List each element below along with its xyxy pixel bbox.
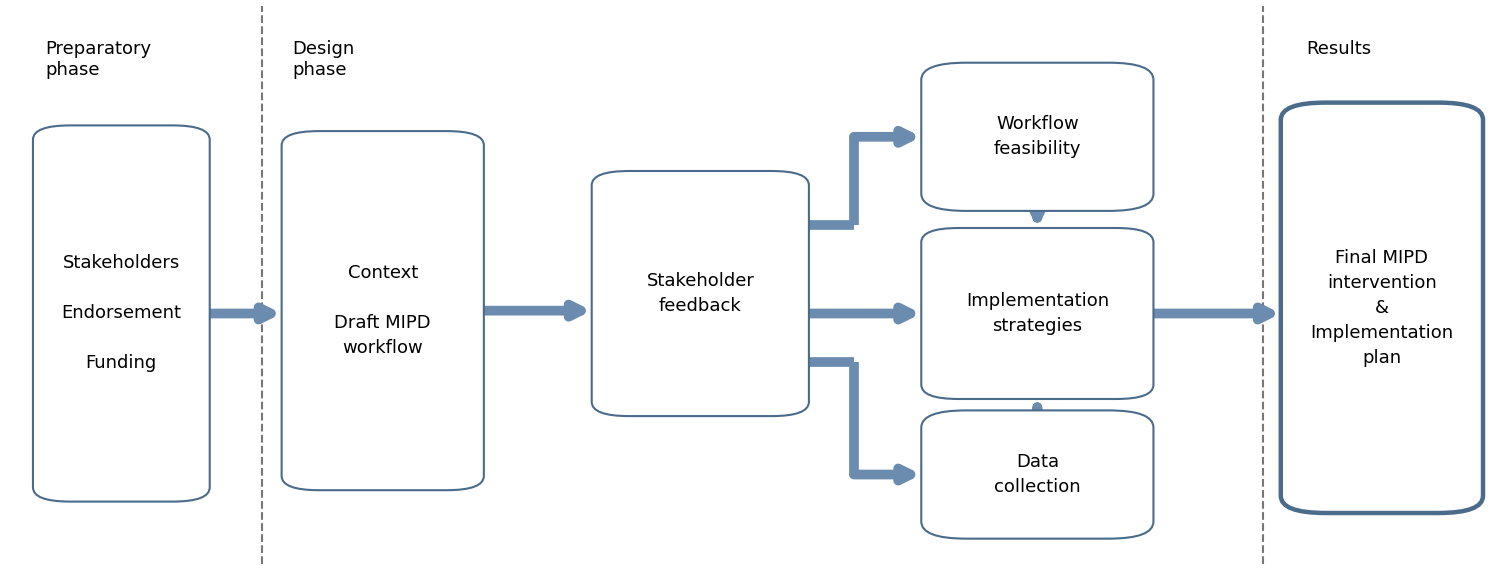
FancyBboxPatch shape [1281,103,1483,513]
FancyBboxPatch shape [921,410,1153,539]
FancyBboxPatch shape [282,131,484,490]
Text: Final MIPD
intervention
&
Implementation
plan: Final MIPD intervention & Implementation… [1311,249,1453,367]
Text: Design
phase: Design phase [292,40,355,79]
Text: Stakeholder
feedback: Stakeholder feedback [646,272,755,315]
FancyBboxPatch shape [592,171,809,416]
Text: Preparatory
phase: Preparatory phase [45,40,151,79]
Text: Context

Draft MIPD
workflow: Context Draft MIPD workflow [334,264,431,357]
FancyBboxPatch shape [33,125,210,502]
Text: Results: Results [1306,40,1371,58]
FancyBboxPatch shape [921,63,1153,211]
Text: Workflow
feasibility: Workflow feasibility [993,115,1082,158]
FancyBboxPatch shape [921,228,1153,399]
Text: Stakeholders

Endorsement

Funding: Stakeholders Endorsement Funding [61,254,181,373]
Text: Data
collection: Data collection [995,453,1080,496]
Text: Implementation
strategies: Implementation strategies [966,292,1109,335]
